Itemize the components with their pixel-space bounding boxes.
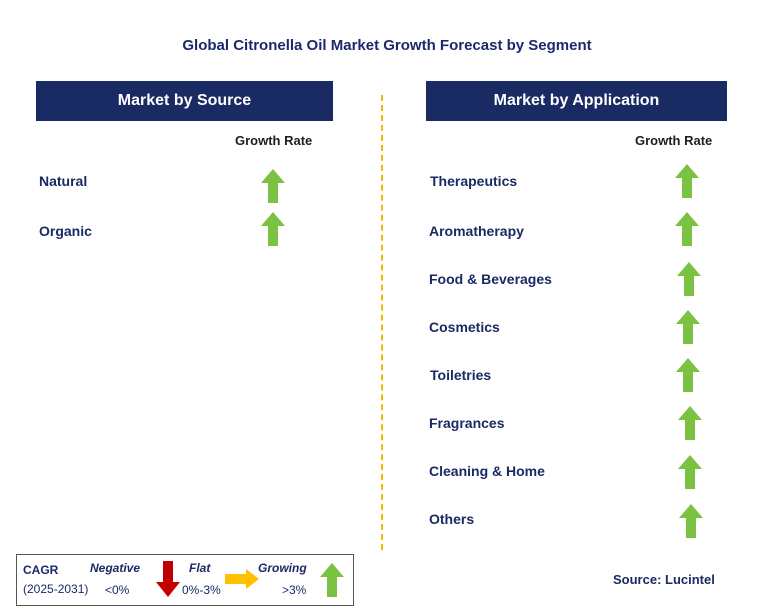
right-arrow-icon: [225, 569, 259, 589]
application-panel-header: Market by Application: [426, 81, 727, 121]
application-cleaning-home-label: Cleaning & Home: [429, 463, 545, 479]
legend-flat-range: 0%-3%: [182, 583, 221, 597]
application-fragrances-label: Fragrances: [429, 415, 505, 431]
up-arrow-icon: [676, 310, 700, 344]
application-aromatherapy-label: Aromatherapy: [429, 223, 524, 239]
application-toiletries-label: Toiletries: [430, 367, 492, 383]
application-food-beverages-label: Food & Beverages: [429, 271, 552, 287]
legend-growing-range: >3%: [282, 583, 307, 597]
up-arrow-icon: [675, 164, 699, 198]
application-cosmetics-label: Cosmetics: [429, 319, 500, 335]
up-arrow-icon: [320, 563, 344, 597]
legend-negative-label: Negative: [90, 561, 141, 575]
up-arrow-icon: [679, 504, 703, 538]
application-therapeutics-label: Therapeutics: [430, 173, 518, 189]
source-organic-label: Organic: [39, 223, 92, 239]
panel-divider: [381, 95, 383, 550]
application-growth-rate-label: Growth Rate: [635, 133, 713, 148]
up-arrow-icon: [678, 406, 702, 440]
up-arrow-icon: [678, 455, 702, 489]
source-growth-rate-label: Growth Rate: [235, 133, 313, 148]
cagr-legend: CAGR (2025-2031) Negative <0% Flat 0%-3%…: [16, 554, 354, 606]
up-arrow-icon: [676, 358, 700, 392]
legend-negative-range: <0%: [105, 583, 130, 597]
legend-flat-label: Flat: [189, 561, 211, 575]
legend-growing-label: Growing: [258, 561, 307, 575]
legend-period: (2025-2031): [23, 582, 89, 596]
down-arrow-icon: [156, 561, 180, 597]
source-natural-label: Natural: [39, 173, 88, 189]
application-others-label: Others: [429, 511, 475, 527]
up-arrow-icon: [675, 212, 699, 246]
up-arrow-icon: [261, 212, 285, 246]
up-arrow-icon: [677, 262, 701, 296]
source-credit: Source: Lucintel: [613, 572, 715, 587]
up-arrow-icon: [261, 169, 285, 203]
chart-title: Global Citronella Oil Market Growth Fore…: [182, 37, 592, 54]
legend-cagr-label: CAGR: [23, 563, 59, 577]
source-panel-header: Market by Source: [36, 81, 333, 121]
